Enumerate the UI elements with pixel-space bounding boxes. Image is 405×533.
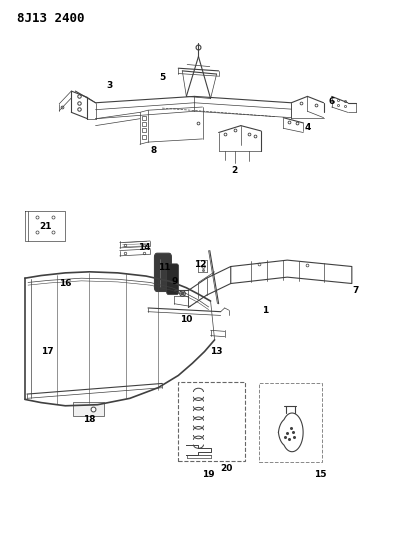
FancyBboxPatch shape [73,401,104,416]
Text: 4: 4 [304,123,311,132]
FancyBboxPatch shape [166,264,179,295]
FancyBboxPatch shape [154,253,171,292]
Text: 18: 18 [83,415,96,424]
Text: 8J13 2400: 8J13 2400 [17,12,84,26]
Text: 3: 3 [107,81,113,90]
Text: 19: 19 [202,471,215,479]
Text: 12: 12 [194,261,207,269]
Text: 16: 16 [59,279,72,288]
Text: 17: 17 [41,347,53,356]
Text: 9: 9 [172,277,178,286]
Text: 2: 2 [232,166,238,175]
Text: 14: 14 [138,244,150,253]
Text: 7: 7 [353,286,359,295]
Text: 1: 1 [262,305,268,314]
Text: 5: 5 [159,73,165,82]
Text: 15: 15 [314,471,326,479]
Text: 11: 11 [158,263,171,272]
Text: 13: 13 [210,347,223,356]
Text: 20: 20 [221,464,233,473]
Text: 6: 6 [328,97,335,106]
Text: 8: 8 [151,146,157,155]
Text: 10: 10 [180,315,192,324]
Text: 21: 21 [40,222,52,231]
